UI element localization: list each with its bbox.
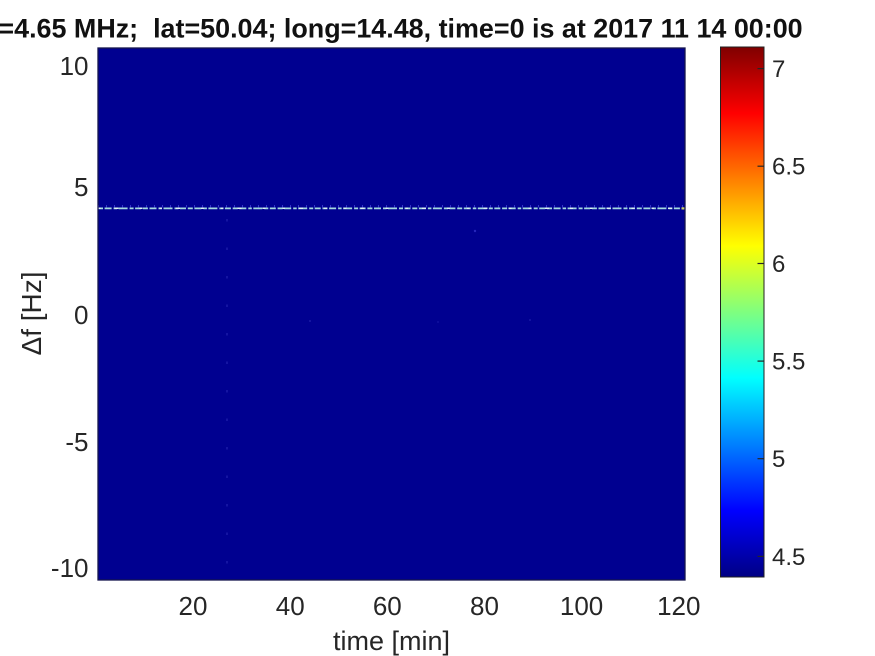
svg-text:0: 0	[74, 300, 88, 330]
svg-text:10: 10	[60, 51, 89, 81]
svg-text:5: 5	[772, 446, 785, 473]
svg-text:7: 7	[772, 56, 785, 83]
svg-text:f0=4.65 MHz; lat=50.04; long=: f0=4.65 MHz; lat=50.04; long=14.48, time…	[0, 14, 803, 44]
svg-text:5.5: 5.5	[772, 349, 805, 376]
svg-text:60: 60	[373, 591, 402, 621]
svg-text:40: 40	[276, 591, 305, 621]
svg-text:-10: -10	[51, 553, 89, 583]
svg-text:100: 100	[560, 591, 603, 621]
svg-text:Δf [Hz]: Δf [Hz]	[16, 271, 47, 355]
svg-text:time [min]: time [min]	[333, 626, 450, 656]
svg-text:5: 5	[74, 172, 88, 202]
svg-text:6.5: 6.5	[772, 154, 805, 181]
svg-text:80: 80	[470, 591, 499, 621]
svg-text:20: 20	[179, 591, 208, 621]
svg-text:4.5: 4.5	[772, 544, 805, 571]
svg-text:-5: -5	[65, 427, 88, 457]
svg-text:120: 120	[657, 591, 700, 621]
svg-text:6: 6	[772, 251, 785, 278]
